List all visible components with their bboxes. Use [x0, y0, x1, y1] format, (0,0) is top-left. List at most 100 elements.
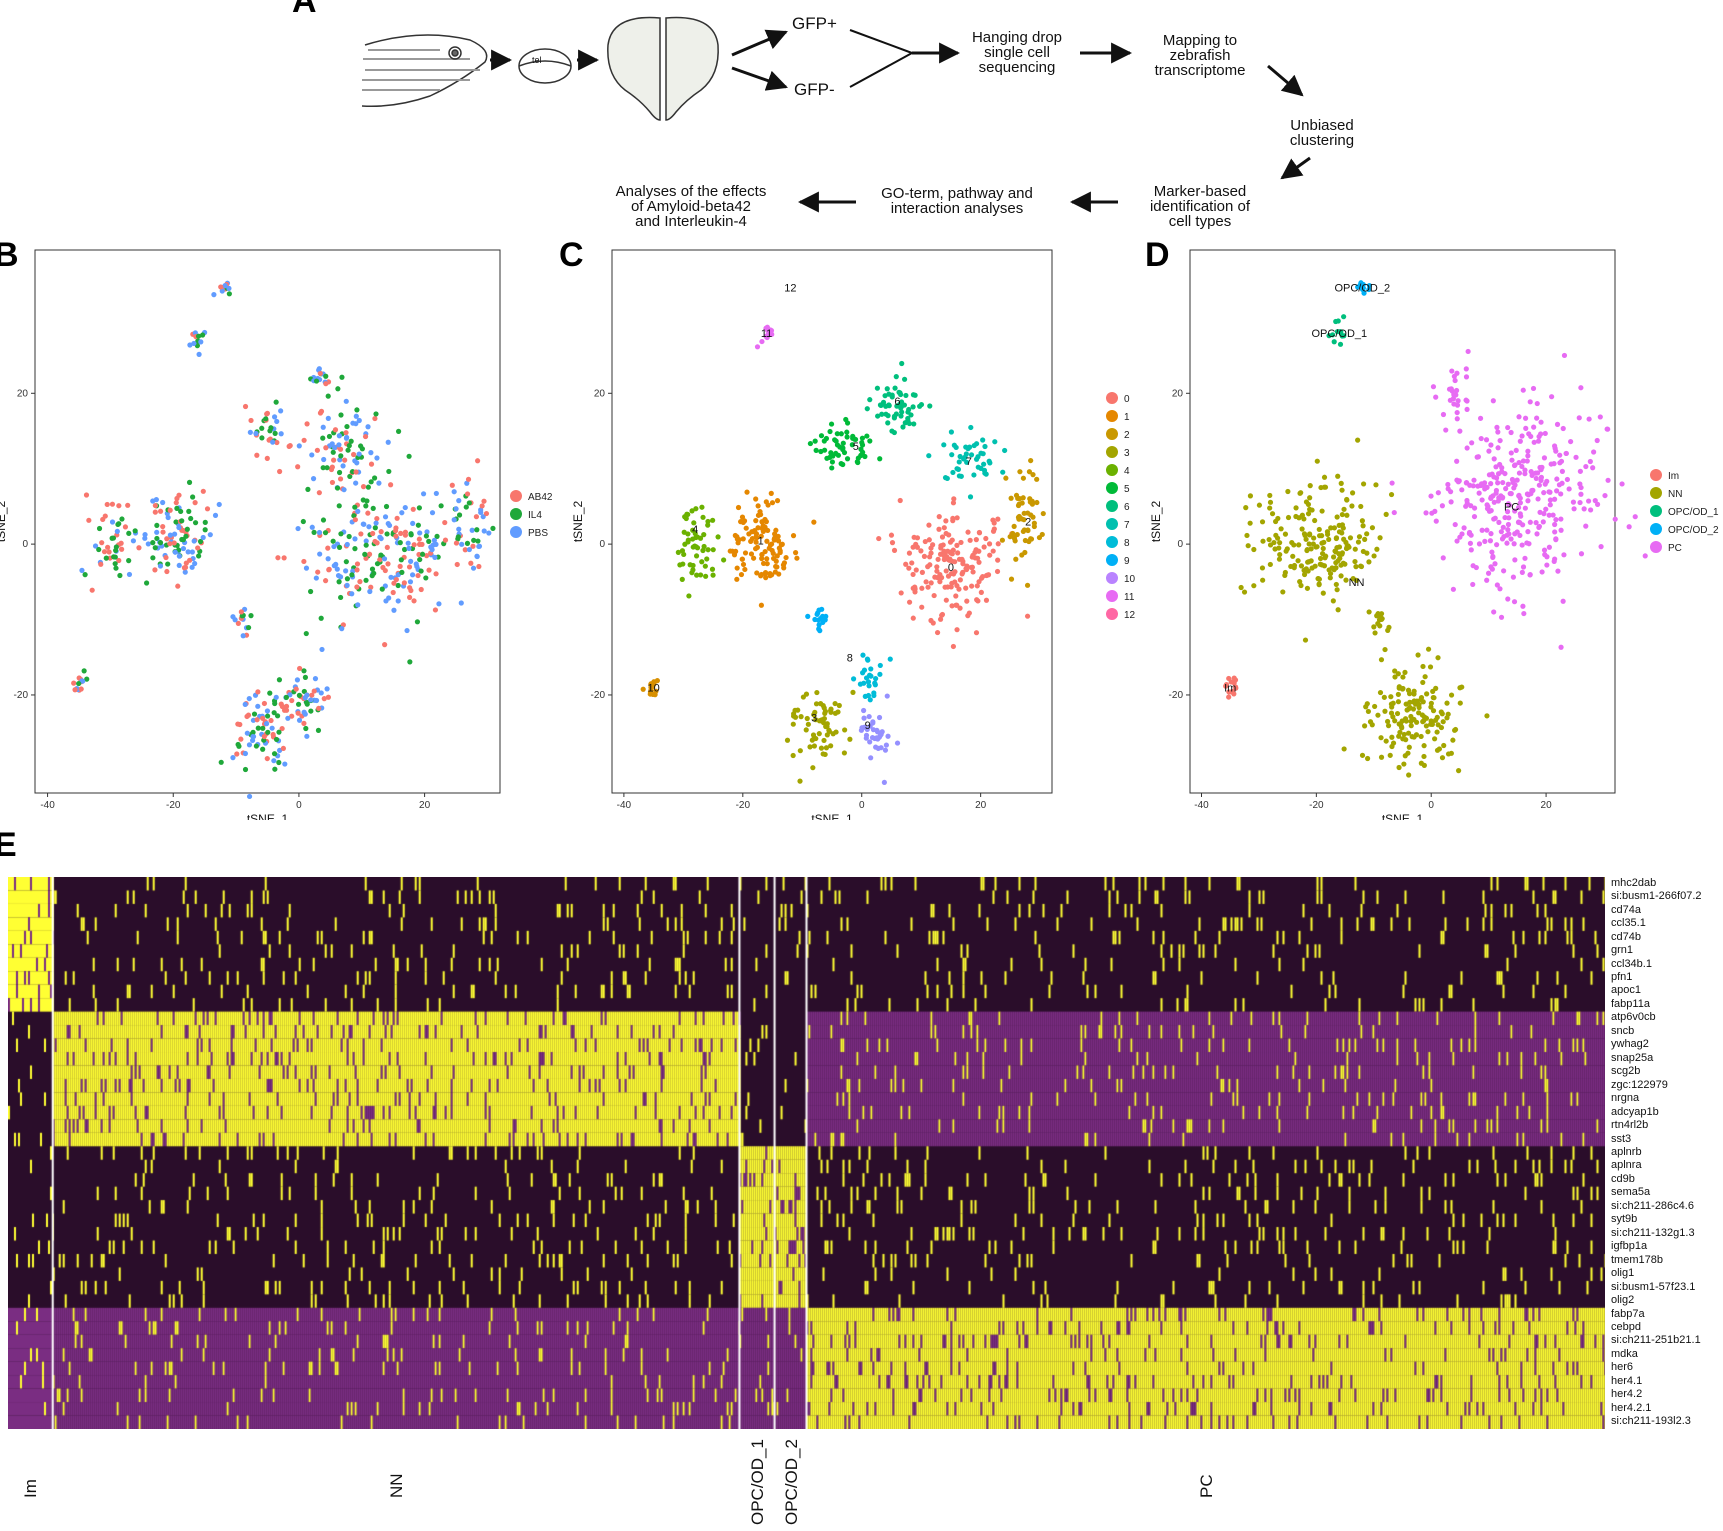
gene-label: fabp7a	[1611, 1307, 1645, 1320]
data-point	[449, 482, 455, 488]
data-point	[188, 515, 194, 522]
panel-label-a: A	[292, 0, 317, 20]
data-point	[877, 662, 883, 669]
data-point	[342, 457, 348, 463]
data-point	[1326, 536, 1332, 543]
y-axis-label: tSNE_2	[571, 500, 585, 542]
data-point	[154, 529, 160, 535]
tel-label: tel	[532, 55, 542, 65]
data-point	[1455, 768, 1462, 774]
data-point	[255, 725, 261, 731]
data-point	[1536, 482, 1542, 488]
data-point	[651, 681, 657, 687]
data-point	[274, 713, 281, 719]
x-tick-label: -40	[617, 800, 632, 811]
data-point	[828, 450, 834, 456]
data-point	[1349, 503, 1355, 509]
legend-swatch	[1650, 523, 1662, 535]
data-point	[968, 452, 975, 458]
data-point	[710, 572, 716, 578]
data-point	[1541, 455, 1548, 461]
data-point	[346, 443, 352, 449]
data-point	[464, 540, 471, 546]
data-point	[1524, 458, 1530, 464]
data-point	[1364, 755, 1371, 762]
data-point	[850, 435, 856, 441]
data-point	[1511, 485, 1517, 491]
data-point	[1024, 613, 1031, 619]
data-point	[216, 501, 222, 508]
data-point	[1344, 496, 1350, 503]
data-point	[1602, 492, 1608, 499]
gene-label: cd9b	[1611, 1172, 1635, 1185]
data-point	[1307, 506, 1313, 512]
data-point	[109, 501, 116, 507]
data-point	[995, 557, 1001, 563]
data-point	[867, 697, 873, 703]
data-point	[918, 548, 924, 554]
data-point	[811, 519, 817, 525]
data-point	[110, 535, 117, 541]
data-point	[423, 533, 429, 539]
data-point	[1511, 541, 1517, 547]
data-point	[870, 719, 876, 725]
data-point	[358, 531, 364, 537]
data-point	[704, 556, 710, 562]
data-point	[1534, 531, 1540, 537]
data-point	[1372, 630, 1378, 636]
data-point	[150, 498, 156, 504]
data-point	[735, 504, 742, 511]
data-point	[945, 548, 951, 554]
data-point	[186, 479, 193, 485]
gene-label: mdka	[1611, 1347, 1638, 1360]
data-point	[150, 540, 156, 546]
data-point	[343, 398, 349, 404]
data-point	[809, 737, 815, 743]
gene-label: adcyap1b	[1611, 1105, 1659, 1118]
data-point	[276, 759, 282, 766]
data-point	[479, 503, 485, 509]
data-point	[740, 536, 746, 542]
data-point	[1513, 447, 1519, 454]
data-point	[332, 427, 339, 433]
gene-label: cebpd	[1611, 1321, 1641, 1334]
data-point	[913, 541, 919, 547]
data-point	[898, 590, 904, 596]
data-point	[386, 522, 393, 529]
data-point	[419, 541, 425, 547]
data-point	[981, 461, 987, 467]
data-point	[923, 579, 929, 585]
data-point	[171, 540, 177, 546]
cell-type-label: Im	[1224, 682, 1236, 694]
data-point	[1554, 476, 1560, 482]
data-point	[395, 598, 401, 604]
data-point	[370, 530, 376, 537]
data-point	[1527, 399, 1533, 405]
data-point	[1020, 528, 1026, 535]
data-point	[1500, 524, 1506, 530]
data-point	[464, 491, 471, 497]
gene-label: sema5a	[1611, 1186, 1651, 1199]
brain-section-icon	[607, 16, 719, 121]
data-point	[973, 537, 979, 543]
data-point	[296, 717, 303, 723]
data-point	[277, 468, 283, 475]
data-point	[1015, 502, 1022, 509]
data-point	[1000, 469, 1006, 475]
data-point	[1522, 467, 1528, 473]
data-point	[860, 652, 866, 658]
data-point	[1297, 579, 1303, 585]
data-point	[710, 517, 716, 523]
data-point	[474, 553, 480, 559]
data-point	[365, 424, 371, 430]
cluster-label: 1	[758, 535, 764, 547]
data-point	[1440, 555, 1446, 561]
data-point	[1372, 703, 1378, 710]
data-point	[862, 453, 868, 460]
data-point	[813, 701, 820, 707]
data-point	[1497, 586, 1503, 592]
data-point	[872, 735, 878, 742]
data-point	[242, 701, 248, 707]
data-point	[971, 472, 977, 478]
